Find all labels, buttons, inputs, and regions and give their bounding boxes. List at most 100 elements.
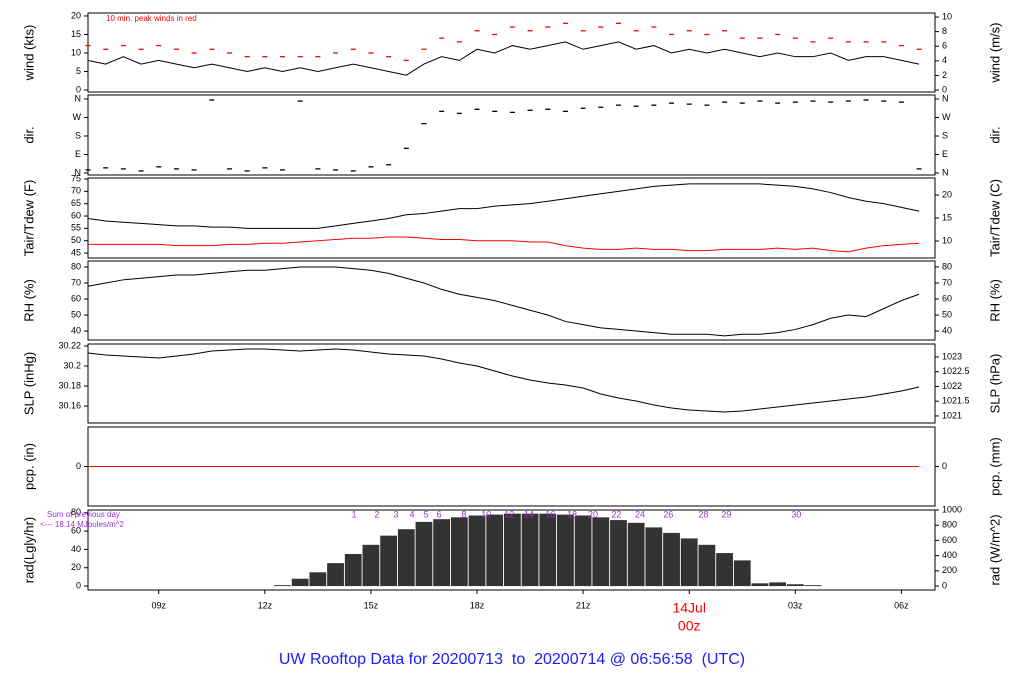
y2-tick-label: 40 — [942, 325, 952, 335]
bar — [380, 535, 398, 587]
y2-tick-label: N — [942, 167, 949, 177]
y-tick-label: 30.2 — [63, 360, 81, 370]
x-tick-label: 03z — [788, 600, 803, 610]
y2-tick-label: 60 — [942, 293, 952, 303]
cumulative-label: 24 — [635, 509, 645, 519]
y-axis-label: rad(Lgly/hr) — [21, 517, 36, 583]
y-tick-label: 0 — [76, 84, 81, 94]
bar — [645, 527, 663, 587]
bar — [274, 585, 291, 587]
y2-tick-label: 6 — [942, 41, 947, 51]
y2-tick-label: 600 — [942, 535, 957, 545]
panel-frame — [87, 343, 936, 424]
y-tick-label: 0 — [76, 461, 81, 471]
series-line — [87, 348, 920, 413]
annotation: <--- 18.14 MJoules/m^2 — [40, 520, 125, 529]
y2-tick-label: 0 — [942, 461, 947, 471]
cumulative-label: 20 — [588, 509, 598, 519]
cumulative-label: 14 — [524, 509, 534, 519]
x-tick-label: 21z — [576, 600, 591, 610]
y2-tick-label: 70 — [942, 277, 952, 287]
cumulative-label: 2 — [374, 509, 379, 519]
y2-tick-label: 4 — [942, 55, 947, 65]
y2-tick-label: 10 — [942, 11, 952, 21]
cumulative-label: 3 — [394, 509, 399, 519]
y-tick-label: 80 — [71, 507, 81, 517]
y-axis-label: RH (%) — [21, 279, 36, 322]
y2-tick-label: E — [942, 149, 948, 159]
y-axis-label: wind (kts) — [21, 25, 36, 82]
y2-axis-label: dir. — [987, 126, 1002, 143]
bar — [291, 578, 309, 587]
y-tick-label: 60 — [71, 293, 81, 303]
y-tick-label: 30.22 — [58, 340, 81, 350]
bar — [716, 553, 733, 587]
bar — [751, 583, 769, 587]
y-tick-label: 40 — [71, 325, 81, 335]
y-axis-label: pcp. (in) — [21, 443, 36, 490]
y2-tick-label: 1021.5 — [942, 396, 970, 406]
x-tick-label: 09z — [151, 600, 166, 610]
y-tick-label: N — [75, 167, 82, 177]
bar — [610, 520, 627, 587]
y-tick-label: 45 — [71, 247, 81, 257]
y2-tick-label: S — [942, 130, 948, 140]
y-axis-label: SLP (inHg) — [21, 352, 36, 415]
y2-axis-label: rad (W/m^2) — [987, 514, 1002, 585]
bar — [733, 560, 751, 587]
y2-tick-label: 400 — [942, 550, 957, 560]
bar — [574, 515, 592, 587]
annotation: 10 min. peak winds in red — [106, 14, 197, 23]
bar — [344, 553, 362, 587]
y2-tick-label: 800 — [942, 520, 957, 530]
cumulative-label: 8 — [461, 509, 466, 519]
bar — [786, 584, 804, 587]
y-tick-label: 80 — [71, 261, 81, 271]
y-tick-label: 10 — [71, 47, 81, 57]
y-tick-label: 50 — [71, 309, 81, 319]
series-line — [87, 183, 920, 229]
y2-tick-label: 1000 — [942, 504, 962, 514]
bar — [557, 514, 574, 587]
y-tick-label: 15 — [71, 29, 81, 39]
series-line — [87, 266, 920, 337]
y2-tick-label: N — [942, 93, 949, 103]
cumulative-label: 29 — [721, 509, 731, 519]
y2-tick-label: 0 — [942, 580, 947, 590]
panel-frame — [87, 94, 936, 176]
x-tick-label: 18z — [470, 600, 485, 610]
bar — [769, 582, 787, 587]
y-tick-label: 5 — [76, 66, 81, 76]
y2-tick-label: 50 — [942, 309, 952, 319]
y2-tick-label: 1023 — [942, 351, 962, 361]
bar — [362, 544, 380, 587]
bar — [450, 517, 468, 587]
bar — [433, 519, 451, 587]
y-tick-label: 55 — [71, 223, 81, 233]
y2-tick-label: W — [942, 112, 951, 122]
annotation: Sum of previous day — [47, 510, 120, 519]
bar — [627, 522, 645, 587]
bar — [327, 563, 344, 587]
bar — [309, 572, 327, 587]
y-tick-label: 20 — [71, 562, 81, 572]
bar — [663, 532, 680, 587]
chart-title: UW Rooftop Data for 20200713 to 20200714… — [279, 651, 745, 668]
y2-tick-label: 8 — [942, 26, 947, 36]
cumulative-label: 22 — [611, 509, 621, 519]
cumulative-label: 12 — [504, 509, 514, 519]
panel-frame — [87, 177, 936, 259]
bar — [486, 514, 504, 587]
y-tick-label: 75 — [71, 173, 81, 183]
y-tick-label: 60 — [71, 525, 81, 535]
cumulative-label: 16 — [545, 509, 555, 519]
y2-axis-label: SLP (hPa) — [987, 354, 1002, 414]
y2-tick-label: 200 — [942, 565, 957, 575]
cumulative-label: 30 — [791, 509, 801, 519]
x-tick-label: 06z — [894, 600, 909, 610]
bar — [539, 513, 557, 587]
cumulative-label: 28 — [698, 509, 708, 519]
bar — [680, 538, 698, 587]
y-tick-label: 70 — [71, 186, 81, 196]
